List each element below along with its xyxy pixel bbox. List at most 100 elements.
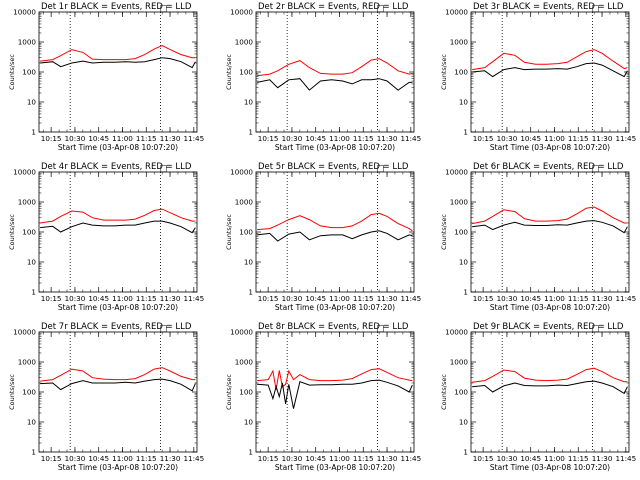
x-tick-label: 10:30 — [497, 454, 518, 463]
y-tick-label: 10 — [459, 98, 469, 107]
detector-panel: Det 5r BLACK = Events, RED = LLD□ 1 10 100 1… — [225, 162, 421, 312]
detector-panel: Det 9r BLACK = Events, RED = LLD□ 1 10 100 1… — [440, 322, 636, 472]
lld-series-line — [257, 212, 413, 232]
panel-title: Det 3r BLACK = Events, RED = LLD — [473, 2, 624, 12]
x-tick-label: 10:15 — [473, 294, 494, 303]
x-tick-label: 11:45 — [183, 134, 204, 143]
y-axis-label: Counts/sec — [440, 374, 448, 410]
y-tick-label: 1 — [463, 128, 468, 137]
x-tick-label: 10:15 — [41, 134, 62, 143]
x-tick-label: 10:45 — [305, 454, 326, 463]
lld-series-line — [472, 49, 628, 71]
y-tick-label: 100 — [239, 228, 253, 237]
x-tick-label: 10:15 — [258, 134, 279, 143]
detector-panel: Det 2r BLACK = Events, RED = LLD□ 1 10 100 1… — [225, 2, 421, 152]
lld-series-line — [472, 206, 628, 225]
plot-frame — [255, 331, 415, 453]
x-tick-label: 10:45 — [88, 134, 109, 143]
y-tick-label: 10000 — [230, 8, 253, 17]
detector-panel: Det 4r BLACK = Events, RED = LLD□ 1 10 100 1… — [8, 162, 204, 312]
x-tick-label: 11:00 — [112, 294, 133, 303]
x-tick-label: 11:00 — [544, 134, 565, 143]
y-axis-label: Counts/sec — [225, 214, 233, 250]
x-tick-label: 10:45 — [520, 134, 541, 143]
x-tick-label: 11:00 — [329, 134, 350, 143]
x-tick-label: 10:30 — [65, 294, 86, 303]
x-axis-label: Start Time (03-Apr-08 10:07:20) — [275, 143, 395, 152]
plot-frame — [470, 171, 630, 293]
y-tick-label: 10000 — [445, 168, 468, 177]
x-tick-label: 10:45 — [88, 454, 109, 463]
corner-marker: □ — [159, 4, 167, 14]
x-axis-label: Start Time (03-Apr-08 10:07:20) — [275, 463, 395, 472]
corner-marker: □ — [376, 4, 384, 14]
x-tick-label: 10:45 — [305, 294, 326, 303]
x-tick-label: 11:30 — [592, 134, 613, 143]
panel-title: Det 9r BLACK = Events, RED = LLD — [473, 322, 624, 332]
y-tick-label: 1000 — [235, 198, 254, 207]
x-tick-label: 11:45 — [615, 454, 636, 463]
y-tick-label: 1 — [463, 448, 468, 457]
x-tick-label: 11:45 — [183, 294, 204, 303]
events-series-line — [257, 230, 413, 242]
y-tick-label: 10 — [27, 258, 37, 267]
panel-title: Det 5r BLACK = Events, RED = LLD — [258, 162, 409, 172]
plot-frame — [38, 331, 198, 453]
x-axis-label: Start Time (03-Apr-08 10:07:20) — [58, 143, 178, 152]
panel-title: Det 6r BLACK = Events, RED = LLD — [473, 162, 624, 172]
x-tick-label: 10:45 — [520, 454, 541, 463]
y-tick-label: 1 — [31, 448, 36, 457]
events-series-line — [40, 220, 196, 234]
y-tick-label: 10 — [244, 98, 254, 107]
plot-frame — [255, 171, 415, 293]
x-tick-label: 11:45 — [615, 134, 636, 143]
y-tick-label: 10000 — [13, 328, 36, 337]
x-tick-label: 10:30 — [497, 294, 518, 303]
y-tick-label: 10 — [244, 418, 254, 427]
x-tick-label: 10:15 — [41, 294, 62, 303]
x-tick-label: 11:15 — [568, 294, 589, 303]
corner-marker: □ — [591, 164, 599, 174]
y-tick-label: 10 — [459, 418, 469, 427]
y-tick-label: 10000 — [445, 328, 468, 337]
panel-title: Det 2r BLACK = Events, RED = LLD — [258, 2, 409, 12]
y-tick-label: 10000 — [13, 168, 36, 177]
detector-panel: Det 8r BLACK = Events, RED = LLD□ 1 10 100 1… — [225, 322, 421, 472]
x-axis-label: Start Time (03-Apr-08 10:07:20) — [58, 463, 178, 472]
panel-title: Det 8r BLACK = Events, RED = LLD — [258, 322, 409, 332]
y-tick-label: 1000 — [18, 38, 37, 47]
y-tick-label: 100 — [454, 228, 468, 237]
y-tick-label: 10000 — [13, 8, 36, 17]
plot-frame — [38, 11, 198, 133]
events-series-line — [472, 380, 628, 395]
x-tick-label: 11:45 — [400, 134, 421, 143]
x-tick-label: 11:00 — [329, 454, 350, 463]
x-tick-label: 11:15 — [136, 454, 157, 463]
x-tick-label: 11:15 — [353, 294, 374, 303]
x-tick-label: 11:00 — [112, 134, 133, 143]
x-tick-label: 11:15 — [568, 454, 589, 463]
x-tick-label: 11:00 — [544, 294, 565, 303]
y-tick-label: 1 — [463, 288, 468, 297]
y-tick-label: 10 — [244, 258, 254, 267]
x-tick-label: 10:30 — [282, 454, 303, 463]
x-tick-label: 11:30 — [160, 134, 181, 143]
detector-panel: Det 6r BLACK = Events, RED = LLD□ 1 10 100 1… — [440, 162, 636, 312]
x-tick-label: 11:00 — [544, 454, 565, 463]
x-tick-label: 11:45 — [400, 294, 421, 303]
corner-marker: □ — [591, 4, 599, 14]
x-axis-label: Start Time (03-Apr-08 10:07:20) — [490, 303, 610, 312]
x-tick-label: 11:30 — [592, 294, 613, 303]
x-tick-label: 11:00 — [329, 294, 350, 303]
events-series-line — [472, 220, 628, 234]
panel-title: Det 7r BLACK = Events, RED = LLD — [41, 322, 192, 332]
x-tick-label: 11:30 — [592, 454, 613, 463]
x-tick-label: 10:45 — [305, 134, 326, 143]
x-tick-label: 11:45 — [400, 454, 421, 463]
x-tick-label: 10:15 — [473, 454, 494, 463]
x-tick-label: 11:30 — [377, 454, 398, 463]
corner-marker: □ — [159, 164, 167, 174]
y-tick-label: 100 — [454, 68, 468, 77]
lld-series-line — [257, 368, 413, 390]
y-tick-label: 1 — [248, 128, 253, 137]
